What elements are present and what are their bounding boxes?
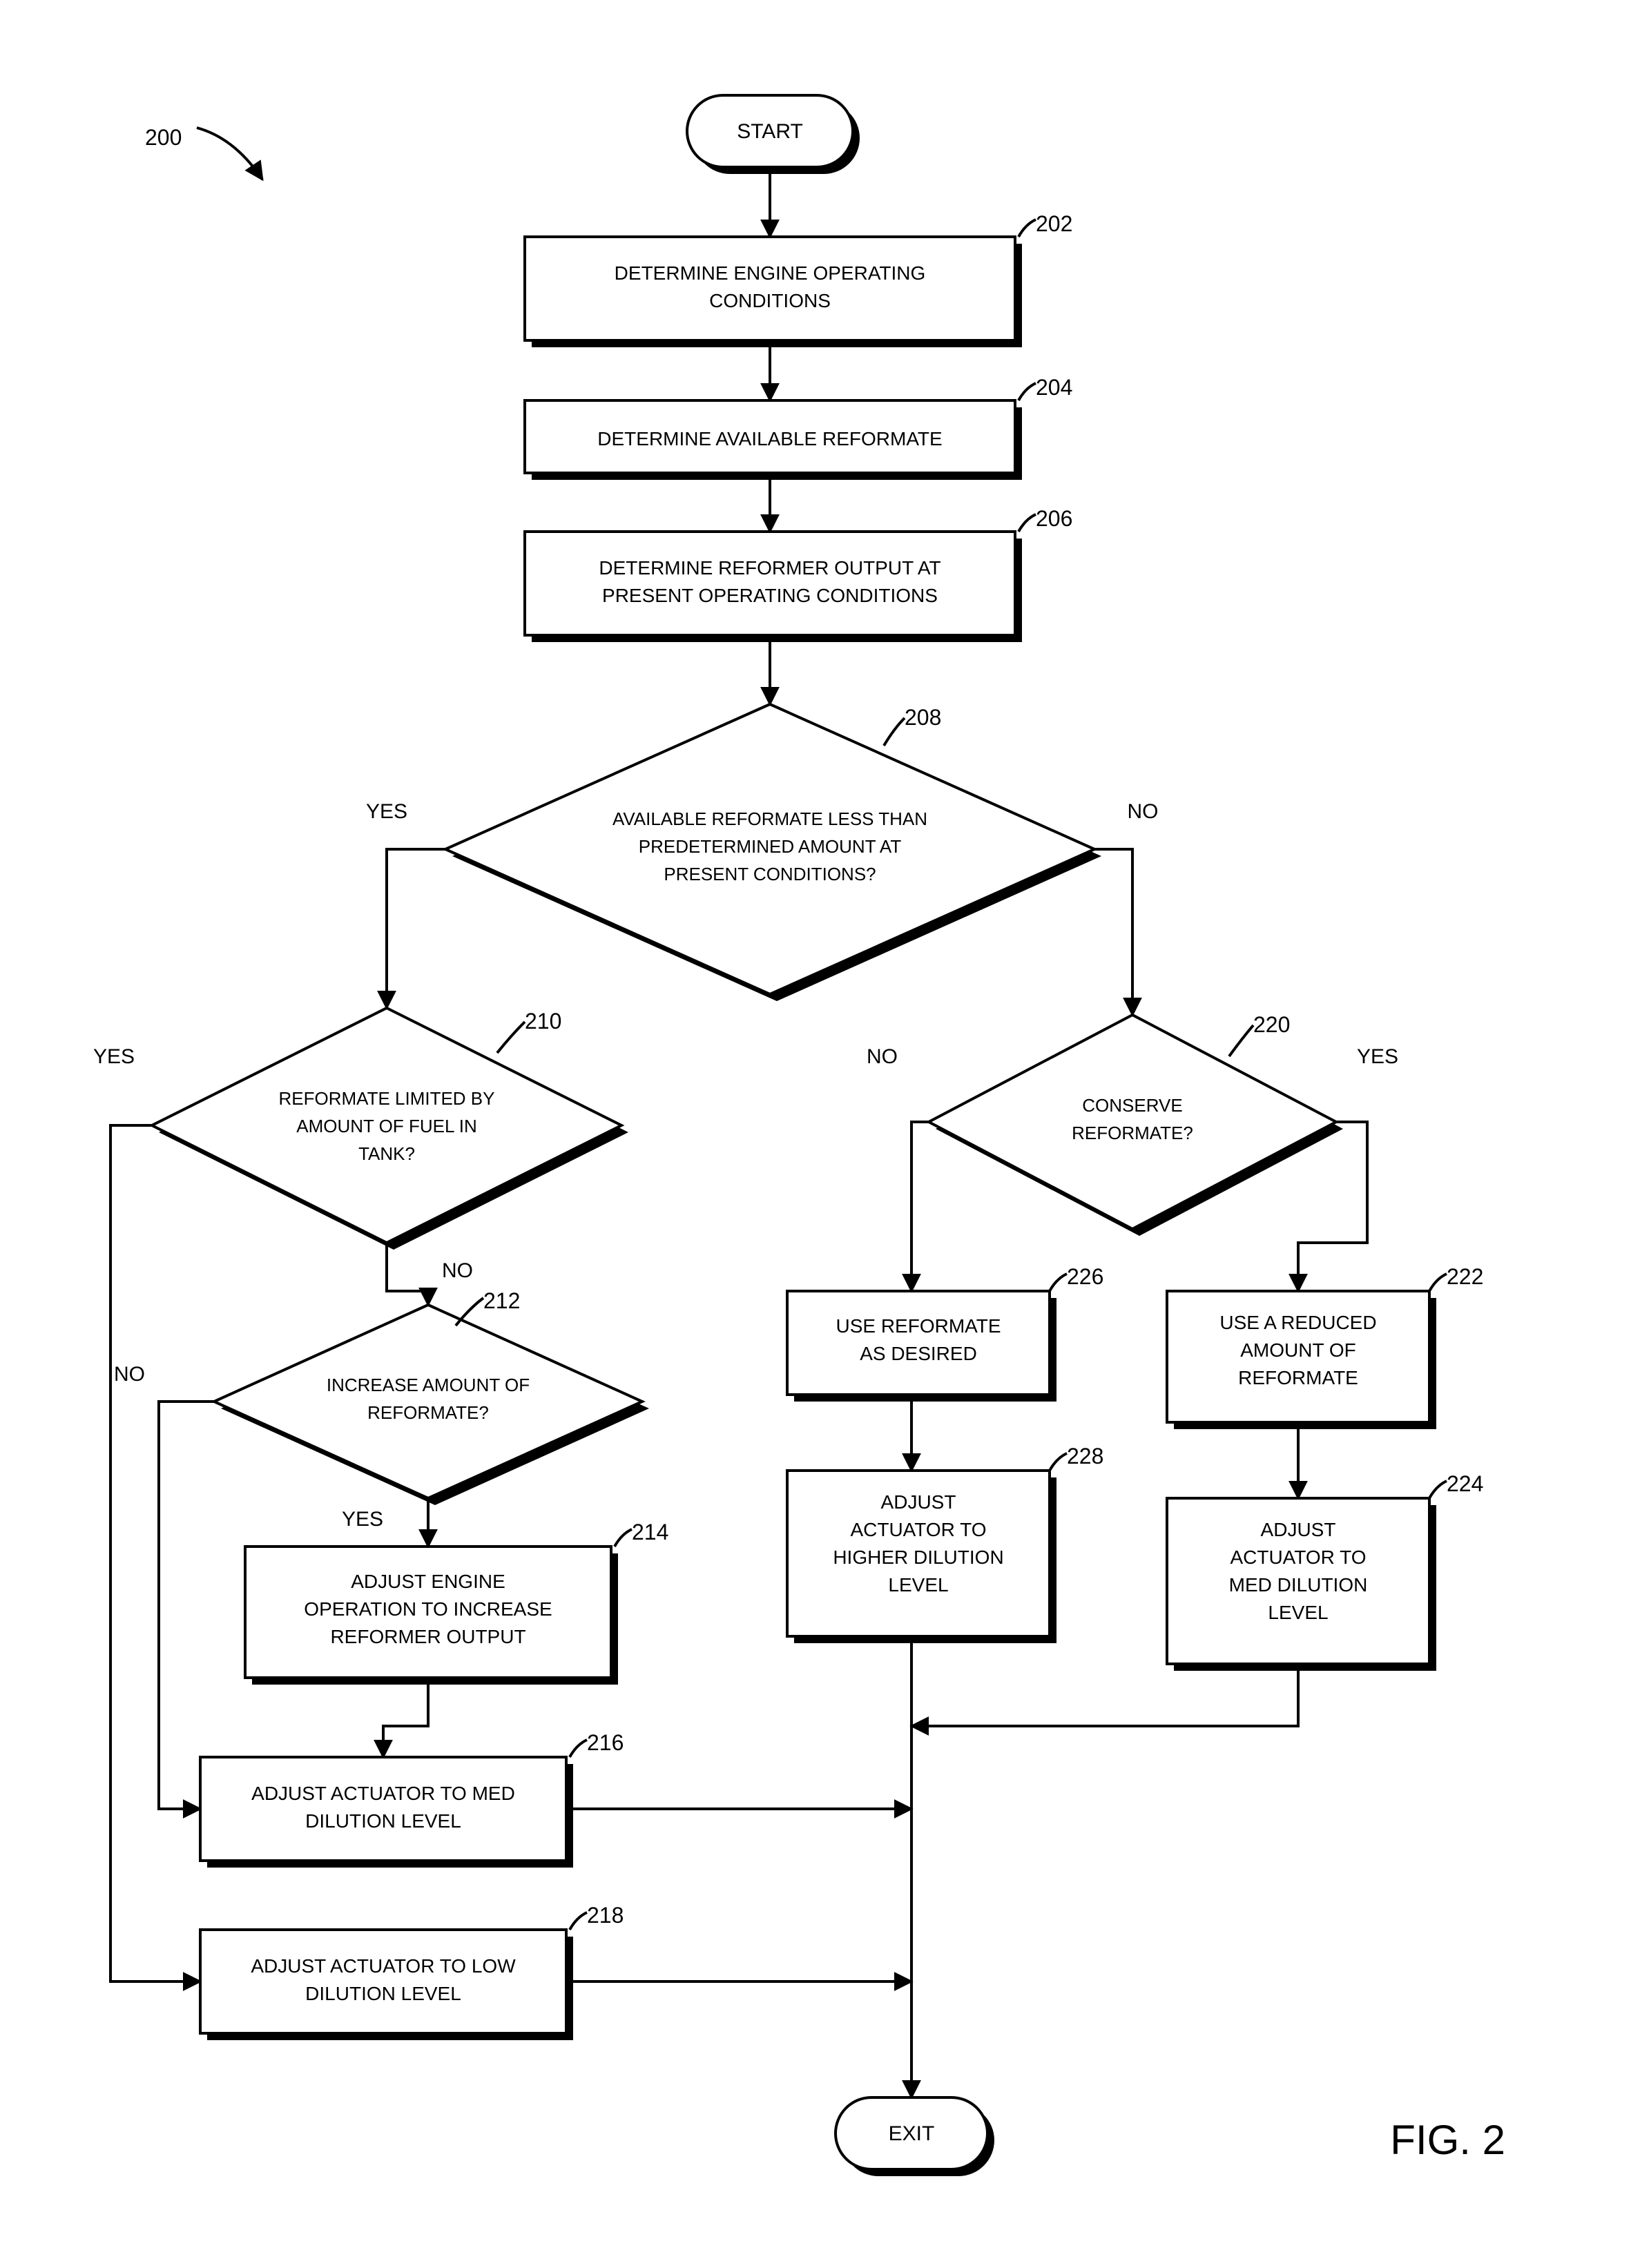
svg-text:PRESENT CONDITIONS?: PRESENT CONDITIONS? [664, 864, 876, 884]
svg-text:224: 224 [1447, 1471, 1483, 1496]
svg-text:AMOUNT OF FUEL IN: AMOUNT OF FUEL IN [296, 1116, 476, 1136]
svg-text:HIGHER DILUTION: HIGHER DILUTION [833, 1547, 1003, 1568]
d210-no-label: NO [442, 1259, 473, 1282]
flowchart: 200 [0, 0, 1631, 2268]
svg-text:ADJUST ACTUATOR TO LOW: ADJUST ACTUATOR TO LOW [251, 1955, 516, 1977]
svg-text:MED DILUTION: MED DILUTION [1229, 1574, 1368, 1596]
svg-text:220: 220 [1253, 1012, 1290, 1037]
svg-text:START: START [737, 120, 803, 143]
svg-text:DETERMINE AVAILABLE REFORMATE: DETERMINE AVAILABLE REFORMATE [597, 428, 942, 449]
box-226: USE REFORMATE AS DESIRED 226 [787, 1264, 1103, 1402]
svg-text:INCREASE AMOUNT OF: INCREASE AMOUNT OF [327, 1375, 530, 1395]
svg-text:DILUTION LEVEL: DILUTION LEVEL [305, 1983, 461, 2004]
diamond-220: CONSERVE REFORMATE? 220 [929, 1012, 1343, 1236]
svg-text:AMOUNT OF: AMOUNT OF [1240, 1339, 1355, 1361]
svg-text:EXIT: EXIT [889, 2122, 935, 2145]
box-214: ADJUST ENGINE OPERATION TO INCREASE REFO… [245, 1520, 668, 1685]
svg-text:206: 206 [1036, 506, 1072, 531]
box-228: ADJUST ACTUATOR TO HIGHER DILUTION LEVEL… [787, 1444, 1103, 1643]
svg-text:CONSERVE: CONSERVE [1082, 1095, 1182, 1116]
diamond-210: REFORMATE LIMITED BY AMOUNT OF FUEL IN T… [152, 1008, 628, 1250]
svg-text:USE A REDUCED: USE A REDUCED [1219, 1312, 1376, 1333]
svg-text:226: 226 [1067, 1264, 1103, 1289]
svg-text:AS DESIRED: AS DESIRED [860, 1343, 977, 1364]
svg-text:228: 228 [1067, 1444, 1103, 1469]
svg-text:CONDITIONS: CONDITIONS [709, 290, 831, 311]
svg-text:ADJUST: ADJUST [1261, 1519, 1336, 1540]
box-204: DETERMINE AVAILABLE REFORMATE 204 [525, 375, 1072, 480]
svg-text:REFORMATE?: REFORMATE? [1072, 1123, 1193, 1143]
svg-text:ACTUATOR TO: ACTUATOR TO [1230, 1547, 1366, 1568]
diamond-212: INCREASE AMOUNT OF REFORMATE? 212 [214, 1288, 649, 1505]
svg-text:REFORMER OUTPUT: REFORMER OUTPUT [330, 1626, 525, 1647]
svg-text:214: 214 [632, 1520, 668, 1544]
d220-yes-label: YES [1357, 1045, 1398, 1068]
svg-text:REFORMATE LIMITED BY: REFORMATE LIMITED BY [279, 1088, 495, 1109]
svg-text:DETERMINE ENGINE OPERATING: DETERMINE ENGINE OPERATING [615, 262, 926, 284]
svg-text:210: 210 [525, 1009, 561, 1034]
svg-text:ADJUST ACTUATOR TO MED: ADJUST ACTUATOR TO MED [251, 1783, 515, 1804]
svg-text:DILUTION LEVEL: DILUTION LEVEL [305, 1810, 461, 1832]
box-206: DETERMINE REFORMER OUTPUT AT PRESENT OPE… [525, 506, 1072, 642]
d220-no-label: NO [867, 1045, 898, 1068]
svg-text:REFORMATE: REFORMATE [1238, 1367, 1358, 1388]
box-216: ADJUST ACTUATOR TO MED DILUTION LEVEL 21… [200, 1730, 624, 1868]
svg-text:AVAILABLE REFORMATE LESS THAN: AVAILABLE REFORMATE LESS THAN [612, 808, 927, 829]
svg-text:202: 202 [1036, 211, 1072, 236]
svg-text:TANK?: TANK? [358, 1143, 415, 1164]
d210-yes-label: YES [93, 1045, 135, 1068]
svg-text:218: 218 [587, 1903, 624, 1928]
box-224: ADJUST ACTUATOR TO MED DILUTION LEVEL 22… [1167, 1471, 1483, 1671]
d208-yes-label: YES [366, 800, 407, 823]
figure-label: FIG. 2 [1390, 2117, 1505, 2163]
svg-text:REFORMATE?: REFORMATE? [367, 1402, 489, 1423]
d212-no-label: NO [114, 1363, 145, 1386]
svg-text:DETERMINE REFORMER OUTPUT AT: DETERMINE REFORMER OUTPUT AT [599, 557, 940, 579]
svg-text:ADJUST: ADJUST [881, 1491, 956, 1513]
svg-text:212: 212 [483, 1288, 520, 1313]
svg-text:LEVEL: LEVEL [888, 1574, 948, 1596]
svg-text:USE REFORMATE: USE REFORMATE [836, 1315, 1001, 1337]
svg-text:204: 204 [1036, 375, 1072, 400]
svg-text:PREDETERMINED AMOUNT AT: PREDETERMINED AMOUNT AT [639, 836, 902, 857]
figure-ref: 200 [145, 125, 182, 150]
svg-text:216: 216 [587, 1730, 624, 1755]
box-222: USE A REDUCED AMOUNT OF REFORMATE 222 [1167, 1264, 1483, 1429]
svg-text:LEVEL: LEVEL [1268, 1602, 1328, 1623]
svg-text:PRESENT OPERATING CONDITIONS: PRESENT OPERATING CONDITIONS [602, 585, 938, 606]
ref-arrow [197, 128, 262, 180]
diamond-208: AVAILABLE REFORMATE LESS THAN PREDETERMI… [445, 704, 1101, 1001]
box-218: ADJUST ACTUATOR TO LOW DILUTION LEVEL 21… [200, 1903, 624, 2040]
svg-text:OPERATION TO INCREASE: OPERATION TO INCREASE [304, 1598, 552, 1620]
svg-text:222: 222 [1447, 1264, 1483, 1289]
svg-text:ACTUATOR TO: ACTUATOR TO [850, 1519, 986, 1540]
box-202: DETERMINE ENGINE OPERATING CONDITIONS 20… [525, 211, 1072, 347]
start-terminal: START [687, 95, 860, 174]
exit-terminal: EXIT [836, 2097, 994, 2176]
svg-text:208: 208 [905, 705, 941, 730]
d208-no-label: NO [1128, 800, 1159, 823]
svg-text:ADJUST ENGINE: ADJUST ENGINE [351, 1571, 505, 1592]
d212-yes-label: YES [342, 1508, 383, 1531]
